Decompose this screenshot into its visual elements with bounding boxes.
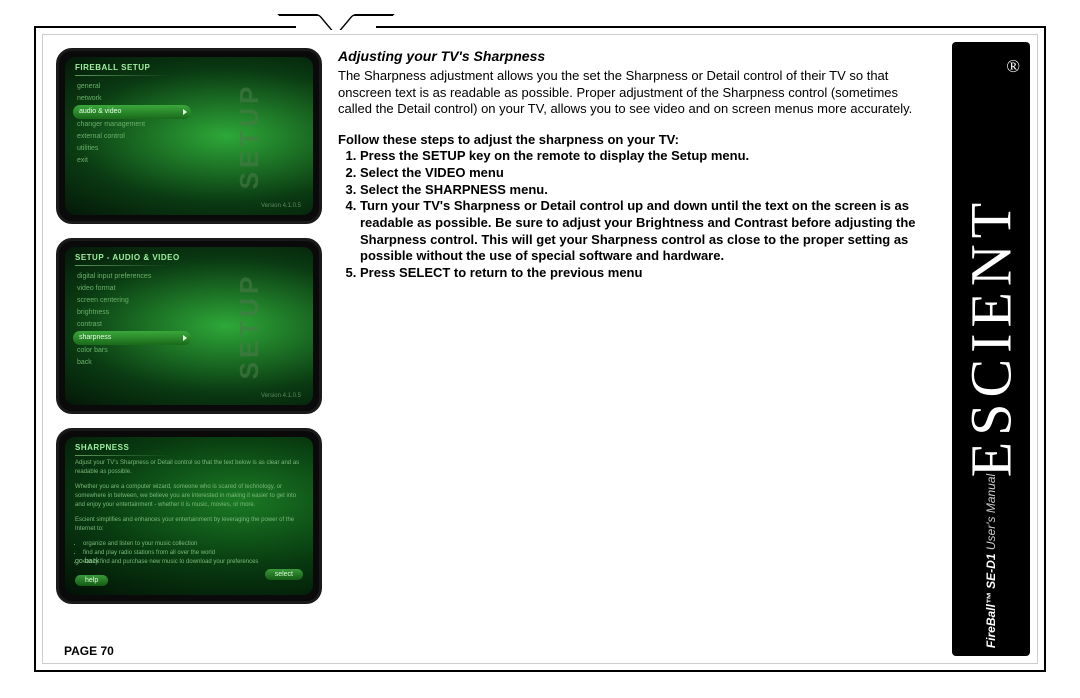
setup-watermark: SETUP [234,273,265,380]
help-button[interactable]: help [75,575,108,586]
menu-item: digital input preferences [77,271,187,283]
step-item: Select the VIDEO menu [360,165,934,182]
screen3-bullet: find and play radio stations from all ov… [83,549,303,558]
instructions-column: Adjusting your TV's Sharpness The Sharpn… [338,48,934,650]
content-area: FIREBALL SETUP generalnetworkaudio & vid… [56,48,934,650]
page-frame: FIREBALL SETUP generalnetworkaudio & vid… [34,26,1046,672]
steps-block: Follow these steps to adjust the sharpne… [338,132,934,282]
screen1-title: FIREBALL SETUP [75,63,150,72]
brand-sidebar: ® ESCIENT FireBall™ SE-D1 User's Manual [952,42,1030,656]
menu-item: exit [77,155,187,167]
menu-item: general [77,81,187,93]
menu-item: contrast [77,319,187,331]
menu-item: brightness [77,307,187,319]
step-item: Press the SETUP key on the remote to dis… [360,148,934,165]
screen3-line3: Escient simplifies and enhances your ent… [75,516,303,534]
go-back-text: go back [75,558,303,565]
step-item: Select the SHARPNESS menu. [360,182,934,199]
menu-item: external control [77,131,187,143]
steps-list: Press the SETUP key on the remote to dis… [338,148,934,281]
screenshot-av-menu: SETUP - AUDIO & VIDEO digital input pref… [56,238,322,414]
menu-item: audio & video [73,105,191,119]
section-title: Adjusting your TV's Sharpness [338,48,934,66]
steps-intro: Follow these steps to adjust the sharpne… [338,132,934,149]
screen3-body: Adjust your TV's Sharpness or Detail con… [75,459,303,571]
select-button[interactable]: select [265,569,303,580]
screen1-menu: generalnetworkaudio & videochanger manag… [77,81,187,167]
brand-name: ESCIENT [958,197,1025,477]
screenshot-setup-menu: FIREBALL SETUP generalnetworkaudio & vid… [56,48,322,224]
screen3-bullet: organize and listen to your music collec… [83,540,303,549]
step-item: Press SELECT to return to the previous m… [360,265,934,282]
screen3-line2: Whether you are a computer wizard, someo… [75,483,303,510]
registered-mark: ® [1006,56,1020,77]
version-text: Version 4.1.0.5 [261,203,301,209]
intro-paragraph: The Sharpness adjustment allows you the … [338,68,934,118]
menu-item: network [77,93,187,105]
screen3-title: SHARPNESS [75,443,129,452]
menu-item: sharpness [73,331,191,345]
version-text: Version 4.1.0.5 [261,393,301,399]
screenshots-column: FIREBALL SETUP generalnetworkaudio & vid… [56,48,322,650]
menu-item: screen centering [77,295,187,307]
manual-label: FireBall™ SE-D1 User's Manual [984,474,998,648]
screen2-menu: digital input preferencesvideo formatscr… [77,271,187,369]
step-item: Turn your TV's Sharpness or Detail contr… [360,198,934,265]
product-name: FireBall™ SE-D1 [984,553,998,648]
menu-item: changer management [77,119,187,131]
menu-item: color bars [77,345,187,357]
screen2-title: SETUP - AUDIO & VIDEO [75,253,180,262]
menu-item: video format [77,283,187,295]
frame-tab-notch [296,14,376,42]
screenshot-sharpness: SHARPNESS Adjust your TV's Sharpness or … [56,428,322,604]
manual-text: User's Manual [984,474,998,554]
setup-watermark: SETUP [234,83,265,190]
menu-item: back [77,357,187,369]
page-number: PAGE 70 [64,644,114,658]
screen3-line1: Adjust your TV's Sharpness or Detail con… [75,459,303,477]
menu-item: utilities [77,143,187,155]
